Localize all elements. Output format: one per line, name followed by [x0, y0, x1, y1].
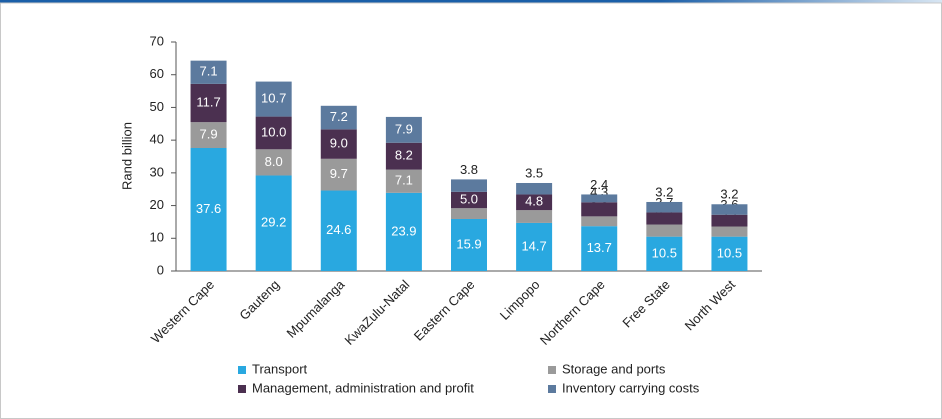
value-label: 10.5 — [652, 245, 677, 260]
bar-segment — [646, 236, 683, 271]
bar-segment — [255, 116, 292, 150]
bar-segment — [581, 194, 618, 203]
bar-segment — [711, 236, 748, 271]
legend-swatch — [548, 385, 556, 393]
y-axis-title: Rand billion — [119, 122, 134, 190]
x-tick-label: Free State — [619, 277, 673, 331]
bar-segment — [581, 202, 618, 217]
bar-segment — [255, 81, 292, 117]
bar-segment — [190, 83, 227, 123]
value-label: 3.2 — [720, 187, 738, 202]
bar-segment — [320, 129, 357, 159]
legend-swatch — [238, 385, 246, 393]
value-label: 29.2 — [261, 215, 286, 230]
bar-segment — [516, 210, 553, 223]
bar-segment — [320, 105, 357, 130]
bar-segment — [646, 212, 683, 225]
bar-segment — [451, 179, 487, 192]
bar-segment — [190, 147, 227, 271]
bar-segment — [320, 158, 357, 191]
x-tick-label: Mpumalanga — [284, 276, 348, 340]
x-tick-label: Western Cape — [148, 277, 217, 346]
value-label: 37.6 — [196, 201, 221, 216]
value-label: 10.7 — [261, 91, 286, 106]
x-tick-label: Gauteng — [236, 277, 282, 323]
top-rule — [0, 0, 942, 3]
value-label: 13.7 — [587, 240, 612, 255]
value-label: 11.7 — [196, 94, 220, 109]
bar-segment — [451, 218, 487, 271]
legend-label: Management, administration and profit — [252, 380, 474, 395]
x-tick-label: Eastern Cape — [411, 277, 478, 344]
bar-segment — [516, 194, 553, 211]
value-label: 9.0 — [330, 136, 348, 151]
value-label: 3.2 — [655, 184, 673, 199]
value-label: 8.0 — [265, 154, 283, 169]
bar-segment — [451, 208, 487, 219]
value-label: 7.1 — [395, 173, 413, 188]
value-label: 10.0 — [261, 124, 286, 139]
value-label: 23.9 — [391, 223, 416, 238]
legend-swatch — [548, 366, 556, 374]
value-label: 15.9 — [456, 236, 481, 251]
bar-segment — [320, 190, 357, 271]
y-tick-label: 50 — [150, 99, 164, 114]
value-label: 10.5 — [717, 245, 742, 260]
y-tick-label: 0 — [157, 262, 164, 277]
value-label: 14.7 — [521, 238, 546, 253]
y-tick-label: 20 — [150, 197, 164, 212]
value-label: 4.8 — [525, 194, 543, 209]
value-label: 7.1 — [200, 64, 218, 79]
legend-label: Transport — [252, 361, 308, 376]
x-tick-label: Northern Cape — [537, 277, 608, 348]
y-tick-label: 70 — [150, 33, 164, 48]
legend-label: Storage and ports — [562, 361, 666, 376]
value-label: 7.2 — [330, 109, 348, 124]
value-label: 5.0 — [460, 191, 478, 206]
y-tick-label: 60 — [150, 66, 164, 81]
x-tick-label: KwaZulu-Natal — [342, 277, 413, 348]
value-label: 8.2 — [395, 148, 413, 163]
bar-segment — [385, 169, 422, 193]
legend-swatch — [238, 366, 246, 374]
bar-segment — [646, 201, 683, 213]
bar-segment — [581, 216, 618, 227]
value-label: 7.9 — [200, 127, 218, 142]
y-tick-label: 10 — [150, 230, 164, 245]
y-tick-label: 40 — [150, 132, 164, 147]
value-label: 3.8 — [460, 162, 478, 177]
bar-segment — [255, 149, 292, 176]
value-label: 3.5 — [525, 165, 543, 180]
value-label: 24.6 — [326, 222, 351, 237]
bar-segment — [711, 214, 748, 227]
bar-segment — [385, 142, 422, 170]
x-tick-label: North West — [682, 277, 739, 334]
bar-segment — [711, 204, 748, 215]
bar-segment — [516, 182, 553, 195]
bar-segment — [646, 224, 683, 237]
bar-segment — [255, 175, 292, 271]
bar-segment — [451, 191, 487, 209]
bar-segment — [385, 116, 422, 143]
bar-segment — [190, 60, 227, 84]
x-tick-label: Limpopo — [497, 277, 543, 323]
value-label: 9.7 — [330, 166, 348, 181]
bar-segment — [190, 122, 227, 148]
bar-segment — [711, 226, 748, 237]
bar-segment — [581, 226, 618, 271]
value-label: 7.9 — [395, 121, 413, 136]
bar-segment — [385, 192, 422, 271]
y-tick-label: 30 — [150, 164, 164, 179]
value-label: 2.4 — [590, 177, 608, 192]
bar-segment — [516, 222, 553, 271]
legend-label: Inventory carrying costs — [562, 380, 700, 395]
